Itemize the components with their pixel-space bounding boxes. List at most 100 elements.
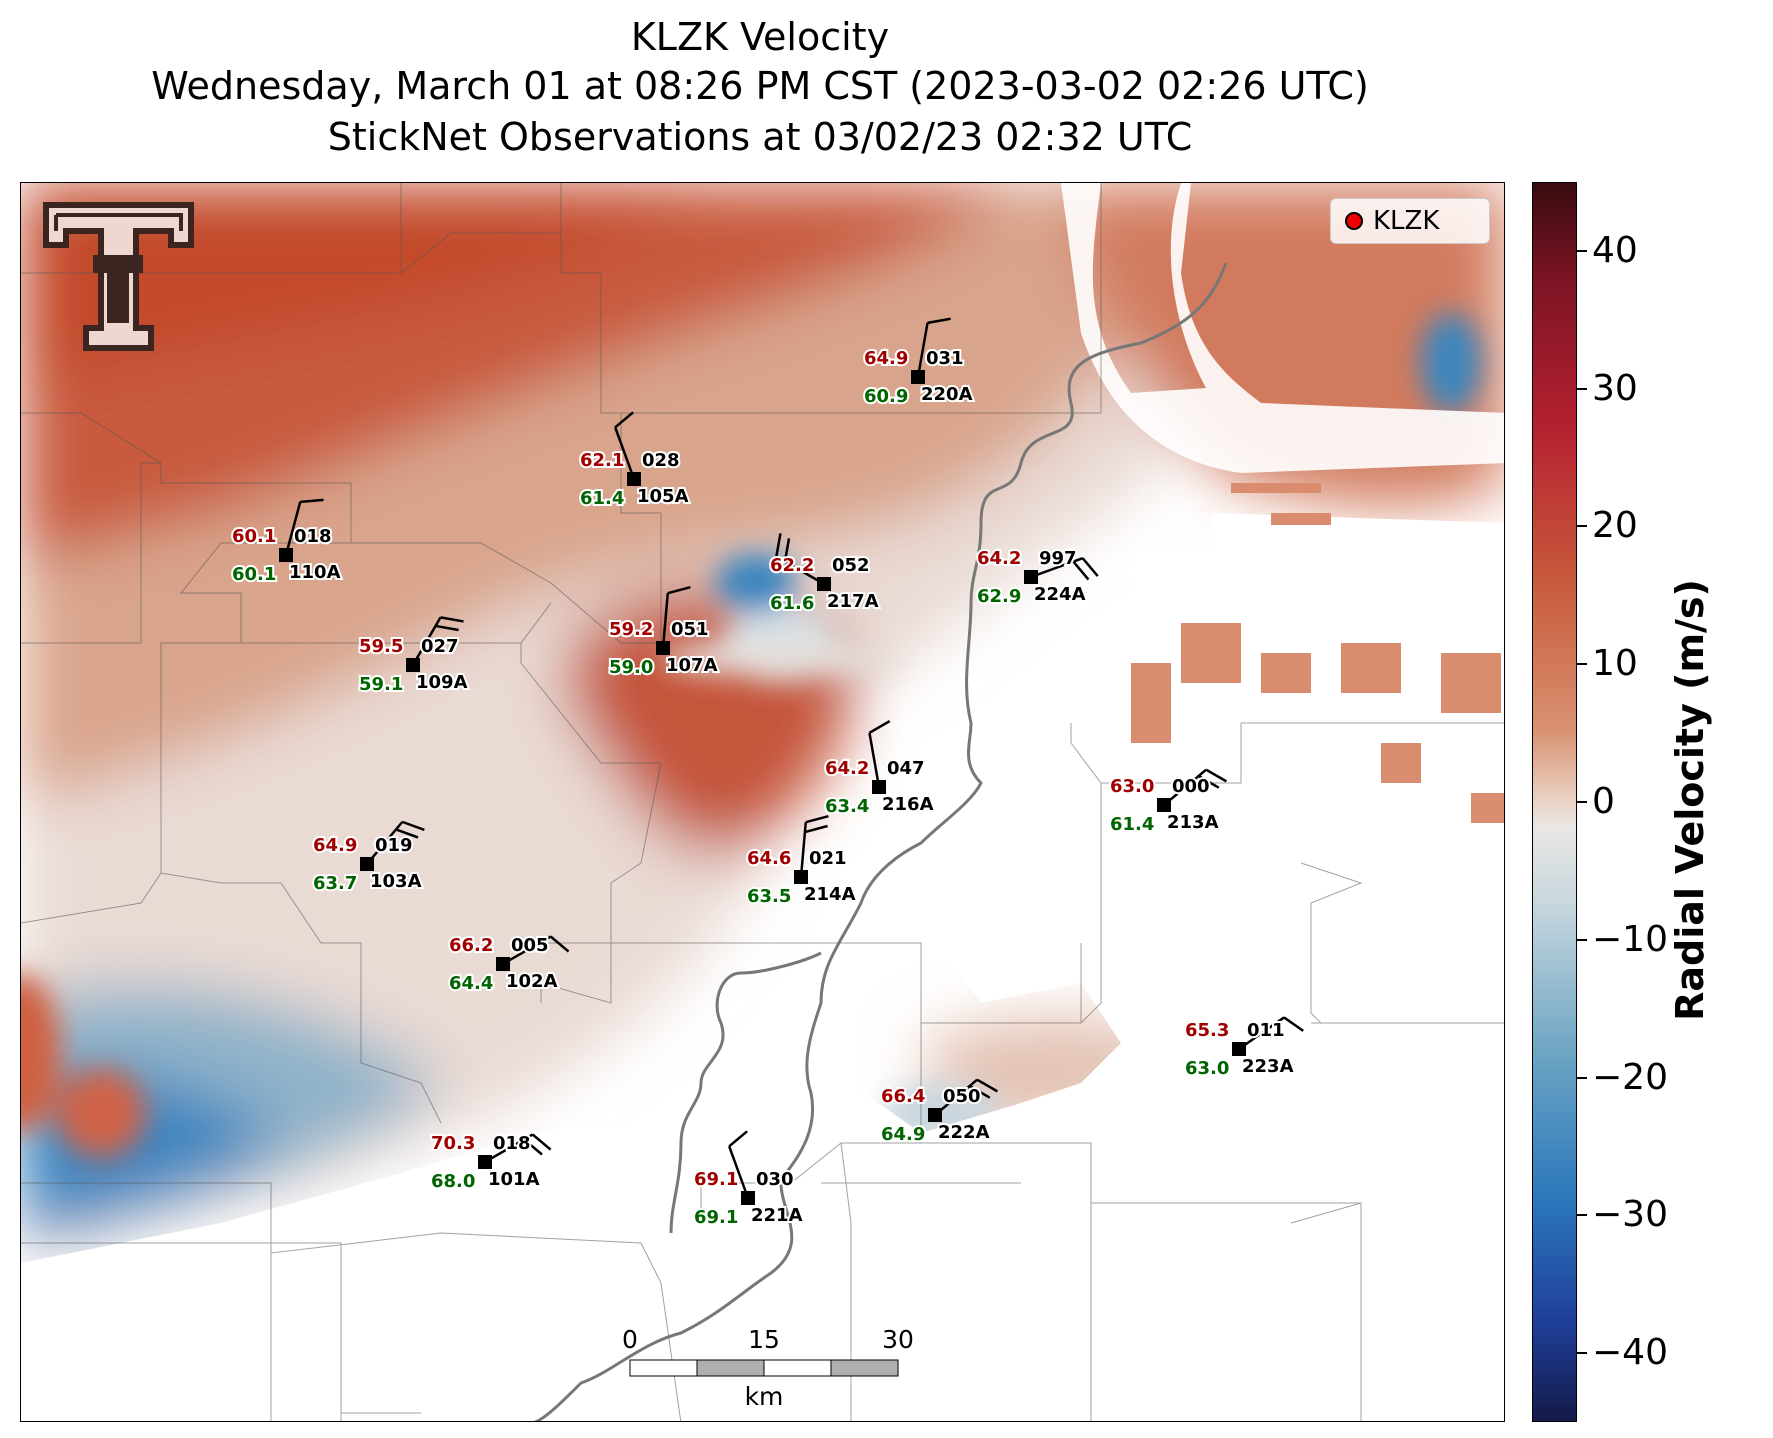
station-109A: 59.5 027 59.1 109A <box>357 616 470 697</box>
station-dewpoint: 64.4 <box>449 973 493 994</box>
station-id: 217A <box>827 591 879 612</box>
station-wind-direction: 028 <box>642 450 680 471</box>
wind-barb-flag <box>1205 768 1228 783</box>
map-frame[interactable]: 0 15 30 km 64.9 031 60.9 220A 62.1 028 61.4 105… <box>20 182 1505 1422</box>
station-temperature: 63.0 <box>1110 776 1154 797</box>
wind-barb-flag <box>395 828 419 839</box>
station-temperature: 59.2 <box>609 619 653 640</box>
wind-barb-staff <box>916 322 929 378</box>
station-223A: 65.3 011 63.0 223A <box>1183 1016 1304 1081</box>
station-temperature: 60.1 <box>232 526 276 547</box>
wind-barb-flag <box>1081 557 1099 577</box>
colorbar-tick-label: 30 <box>1592 367 1638 409</box>
wind-barb-flag <box>614 411 634 429</box>
station-wind-direction: 031 <box>926 348 964 369</box>
map-canvas[interactable]: 0 15 30 km 64.9 031 60.9 220A 62.1 028 61.4 105… <box>21 183 1505 1422</box>
wind-barb-flag <box>927 317 951 325</box>
wind-barb-flag <box>804 824 828 834</box>
station-wind-direction: 000 <box>1172 776 1210 797</box>
station-marker <box>1157 798 1171 812</box>
wind-barb-staff <box>502 935 552 966</box>
scale-label-0: 0 <box>622 1325 638 1354</box>
wind-barb-flag <box>805 814 829 824</box>
station-id: 221A <box>751 1205 803 1226</box>
legend-label: KLZK <box>1373 206 1440 236</box>
station-id: 223A <box>1242 1056 1294 1077</box>
colorbar-tick-label: −10 <box>1592 918 1668 960</box>
station-id: 102A <box>506 971 558 992</box>
station-marker <box>928 1108 942 1122</box>
river-line <box>533 262 1228 1421</box>
colorbar-tick-label: 10 <box>1592 643 1638 685</box>
colorbar-tick <box>1577 1352 1587 1355</box>
river-line-west <box>669 951 822 1234</box>
station-id: 103A <box>370 871 422 892</box>
county-boundaries <box>21 183 1504 1421</box>
wind-barb-flag <box>401 820 425 832</box>
wind-barb-flag <box>667 585 691 595</box>
station-temperature: 65.3 <box>1185 1020 1229 1041</box>
wind-barb-flag <box>1072 560 1090 581</box>
station-id: 105A <box>637 486 689 507</box>
station-marker <box>279 548 293 562</box>
station-dewpoint: 63.5 <box>747 886 791 907</box>
colorbar <box>1532 182 1577 1422</box>
title-line-2: Wednesday, March 01 at 08:26 PM CST (202… <box>151 64 1369 108</box>
wind-barb-flag <box>976 1078 999 1093</box>
colorbar-title: Radial Velocity (m/s) <box>1668 579 1712 1021</box>
station-214A: 64.6 021 63.5 214A <box>745 814 858 909</box>
station-temperature: 62.1 <box>580 450 624 471</box>
station-marker <box>1024 570 1038 584</box>
wind-barb-flag <box>549 935 570 953</box>
wind-barb-flag <box>968 1084 991 1099</box>
station-216A: 64.2 047 63.4 216A <box>823 720 936 819</box>
station-id: 213A <box>1167 812 1219 833</box>
station-dewpoint: 64.9 <box>881 1124 925 1145</box>
station-wind-direction: 005 <box>511 935 549 956</box>
wind-barb-flag <box>531 1133 552 1151</box>
station-temperature: 69.1 <box>694 1169 738 1190</box>
station-marker <box>741 1191 755 1205</box>
wind-barb-staff <box>284 501 302 556</box>
station-wind-direction: 052 <box>832 555 870 576</box>
wind-barb-flag <box>1283 1016 1304 1032</box>
station-wind-direction: 051 <box>671 619 709 640</box>
station-wind-direction: 997 <box>1039 548 1077 569</box>
station-107A: 59.2 051 59.0 107A <box>607 585 720 680</box>
station-temperature: 64.2 <box>977 548 1021 569</box>
station-temperature: 64.6 <box>747 848 791 869</box>
station-wind-direction: 018 <box>493 1133 531 1154</box>
wind-barb-flag <box>1197 774 1220 789</box>
colorbar-tick <box>1577 663 1587 666</box>
station-dewpoint: 69.1 <box>694 1207 738 1228</box>
station-marker <box>406 658 420 672</box>
station-marker <box>911 370 925 384</box>
station-temperature: 59.5 <box>359 636 403 657</box>
station-dewpoint: 59.1 <box>359 674 403 695</box>
station-220A: 64.9 031 60.9 220A <box>862 317 975 409</box>
colorbar-tick-label: −30 <box>1592 1194 1668 1236</box>
station-dewpoint: 62.9 <box>977 586 1021 607</box>
radar-velocity-field <box>21 183 1504 1421</box>
station-102A: 66.2 005 64.4 102A <box>447 933 570 996</box>
wind-barb-staff <box>728 1145 750 1199</box>
station-temperature: 62.2 <box>770 555 814 576</box>
station-221A: 69.1 030 69.1 221A <box>692 1130 805 1230</box>
radar-site-marker-icon <box>1345 212 1363 230</box>
colorbar-tick <box>1577 525 1587 528</box>
wind-barb-staff <box>1238 1016 1285 1051</box>
station-dewpoint: 60.1 <box>232 564 276 585</box>
wind-barb-flag <box>728 1130 748 1148</box>
wind-barb-flag <box>440 616 464 623</box>
station-marker <box>794 870 808 884</box>
station-marker <box>478 1155 492 1169</box>
station-224A: 64.2 997 62.9 224A <box>975 546 1099 609</box>
station-dewpoint: 63.4 <box>825 796 869 817</box>
colorbar-tick-label: 0 <box>1592 781 1615 822</box>
station-id: 224A <box>1034 584 1086 605</box>
station-dewpoint: 61.4 <box>1110 814 1154 835</box>
station-id: 220A <box>921 384 973 405</box>
title-line-3: StickNet Observations at 03/02/23 02:32 … <box>327 115 1193 159</box>
station-temperature: 66.4 <box>881 1086 925 1107</box>
